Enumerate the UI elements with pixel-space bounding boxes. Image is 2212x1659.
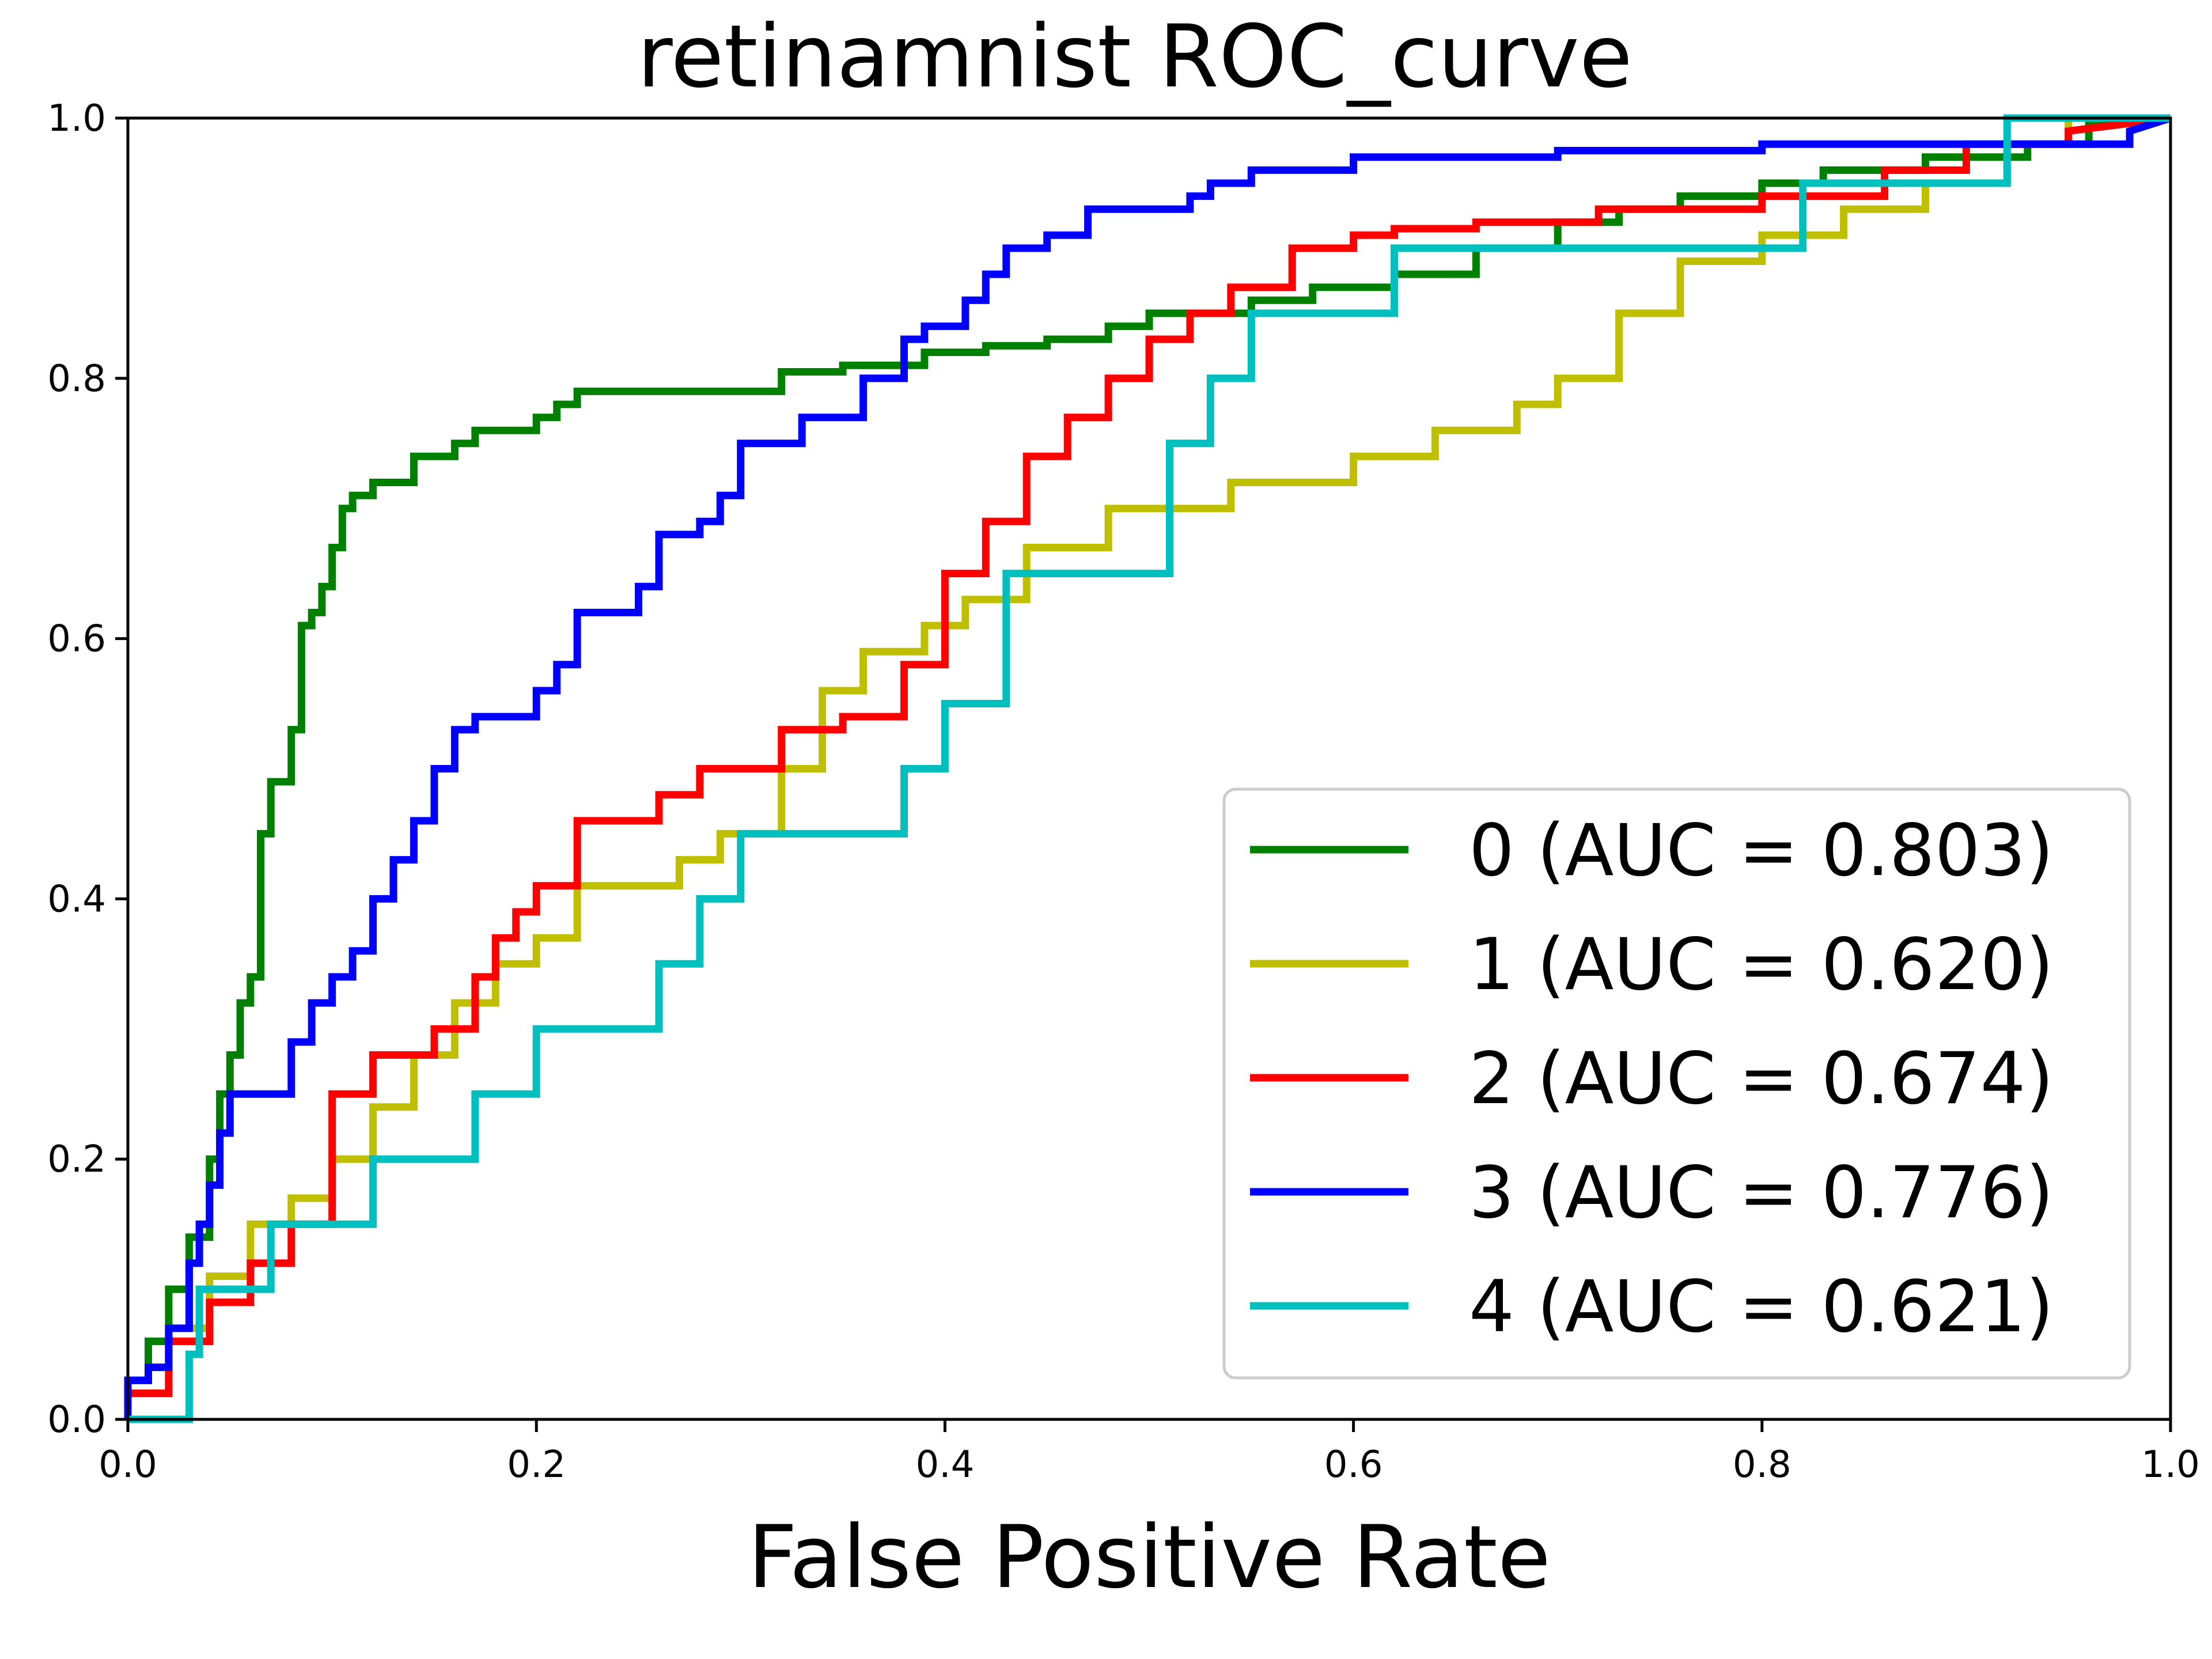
legend-label-2: 2 (AUC = 0.674) [1469,1037,2054,1120]
x-tick-label: 0.0 [99,1444,157,1486]
legend: 0 (AUC = 0.803) 1 (AUC = 0.620) 2 (AUC = 0… [1222,787,2131,1380]
x-tick-label: 0.2 [507,1444,566,1486]
x-tick-label: 1.0 [2141,1444,2200,1486]
x-tick-label: 0.6 [1324,1444,1383,1486]
series-line-4 [128,114,2171,1423]
y-tick-label: 0.8 [47,358,106,400]
series-layer [124,114,2172,1423]
x-tick-label: 0.8 [1733,1444,1791,1486]
legend-items: 0 (AUC = 0.803) 1 (AUC = 0.620) 2 (AUC = 0… [1250,809,2054,1349]
y-tick-label: 0.0 [47,1399,106,1441]
x-axis-label: False Positive Rate [748,1508,1551,1608]
y-tick-label: 0.4 [47,878,106,921]
x-tick-label: 0.4 [916,1444,975,1486]
legend-label-1: 1 (AUC = 0.620) [1469,923,2054,1006]
y-tick-label: 0.6 [47,618,106,661]
x-axis-ticks: 0.0 0.2 0.4 0.6 0.8 1.0 [99,1419,2200,1486]
chart-title: retinamnist ROC_curve [637,7,1633,107]
y-tick-label: 1.0 [47,97,106,140]
series-line-3 [124,114,2172,1419]
legend-label-0: 0 (AUC = 0.803) [1469,809,2054,892]
legend-label-4: 4 (AUC = 0.621) [1469,1266,2054,1349]
y-axis-ticks: 0.0 0.2 0.4 0.6 0.8 1.0 [47,97,128,1441]
legend-box [1222,787,2131,1380]
series-line-2 [124,114,2171,1419]
y-tick-label: 0.2 [47,1138,106,1181]
plot-frame [126,116,2172,1421]
legend-label-3: 3 (AUC = 0.776) [1469,1152,2054,1234]
